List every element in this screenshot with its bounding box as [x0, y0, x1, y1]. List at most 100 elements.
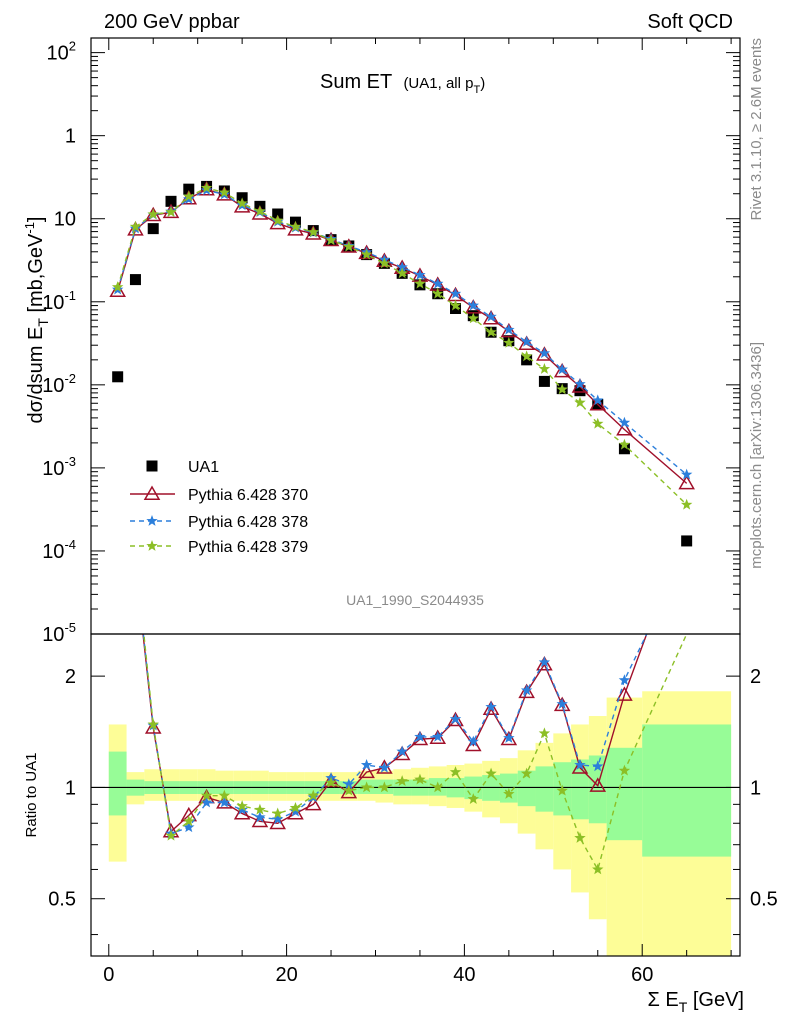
- ratio-point-pythia-6-428-378: [449, 713, 462, 724]
- ratio-point-pythia-6-428-379: [307, 789, 319, 801]
- ratio-point-pythia-6-428-370: [589, 777, 607, 792]
- ratio-point-pythia-6-428-379: [520, 767, 533, 779]
- main-point-pythia-6-428-378: [414, 269, 426, 280]
- main-point-pythia-6-428-379: [520, 350, 533, 362]
- legend-entry-pythia-6-428-370: Pythia 6.428 370: [130, 485, 308, 504]
- ratio-point-pythia-6-428-378: [556, 698, 568, 709]
- legend-label-pythia-6-428-370: Pythia 6.428 370: [188, 487, 308, 504]
- legend-label-pythia-6-428-379: Pythia 6.428 379: [188, 539, 308, 556]
- ratio-point-pythia-6-428-378: [343, 778, 355, 790]
- main-point-pythia-6-428-379: [680, 498, 693, 510]
- main-y-axis-label-sub: T: [35, 318, 51, 327]
- main-point-pythia-6-428-370: [304, 225, 322, 240]
- main-point-pythia-6-428-378: [556, 363, 568, 375]
- main-point-pythia-6-428-370: [376, 252, 393, 267]
- main-point-pythia-6-428-370: [536, 346, 553, 361]
- main-point-pythia-6-428-379: [503, 336, 515, 348]
- ratio-point-pythia-6-428-379: [592, 863, 604, 875]
- main-point-pythia-6-428-378: [538, 347, 551, 359]
- main-point-pythia-6-428-370: [553, 362, 571, 378]
- ratio-point-pythia-6-428-379: [325, 776, 337, 788]
- ratio-y-tick-label-right: 2: [750, 666, 761, 688]
- ratio-point-pythia-6-428-379: [130, 547, 141, 558]
- ratio-point-pythia-6-428-370: [411, 730, 429, 746]
- ratio-point-pythia-6-428-379: [432, 781, 444, 793]
- ratio-point-pythia-6-428-370: [144, 719, 162, 734]
- ratio-point-pythia-6-428-370: [322, 772, 340, 788]
- main-point-ua1: [147, 223, 159, 235]
- main-point-pythia-6-428-379: [396, 267, 408, 279]
- x-axis-label-sub: T: [679, 999, 688, 1015]
- ratio-point-pythia-6-428-379: [360, 781, 373, 793]
- main-point-pythia-6-428-379: [129, 220, 142, 232]
- ratio-point-pythia-6-428-379: [289, 801, 302, 813]
- main-point-pythia-6-428-370: [678, 474, 695, 490]
- x-tick-label: 40: [453, 964, 475, 986]
- main-y-tick-label: 1: [65, 126, 76, 148]
- ratio-point-pythia-6-428-379: [147, 718, 159, 730]
- ratio-point-pythia-6-428-370: [536, 656, 553, 671]
- main-point-ua1: [574, 385, 586, 397]
- main-title: Sum ET (UA1, all pT): [320, 71, 485, 96]
- ratio-point-pythia-6-428-379: [254, 803, 266, 815]
- ratio-point-pythia-6-428-379: [165, 829, 177, 841]
- x-axis-label: Σ ET [GeV]: [647, 989, 744, 1015]
- main-subtitle-end: ): [480, 75, 485, 92]
- ratio-point-pythia-6-428-379: [236, 800, 248, 811]
- ratio-point-pythia-6-428-378: [396, 745, 408, 757]
- ratio-line-pythia-6-428-370: [142, 634, 648, 833]
- header-right: Soft QCD: [647, 11, 733, 33]
- main-y-tick-label: 10-1: [42, 288, 76, 314]
- main-point-pythia-6-428-370: [500, 322, 518, 338]
- main-y-tick-label: 10-3: [42, 454, 76, 480]
- legend-label-ua1: UA1: [188, 459, 219, 476]
- ratio-point-pythia-6-428-378: [183, 821, 195, 833]
- main-point-ua1: [183, 183, 195, 195]
- ratio-point-pythia-6-428-379: [449, 766, 462, 777]
- ratio-inner-band: [642, 724, 732, 857]
- main-point-pythia-6-428-370: [571, 378, 589, 393]
- legend-label-pythia-6-428-378: Pythia 6.428 378: [188, 514, 308, 531]
- main-y-axis-label-unit: [mb,GeV: [25, 233, 47, 318]
- ratio-point-pythia-6-428-370: [304, 795, 322, 811]
- ratio-point-pythia-6-428-370: [358, 763, 375, 779]
- x-tick-label: 0: [103, 964, 114, 986]
- main-y-tick-label: 10-2: [42, 371, 76, 397]
- main-point-ua1: [165, 195, 177, 207]
- ratio-point-pythia-6-428-370: [340, 783, 358, 799]
- main-point-pythia-6-428-379: [147, 208, 159, 220]
- main-point-ua1: [272, 208, 284, 220]
- ratio-point-pythia-6-428-378: [360, 758, 373, 770]
- main-point-pythia-6-428-379: [485, 326, 497, 338]
- main-point-pythia-6-428-378: [432, 277, 444, 289]
- ratio-inner-band: [571, 759, 589, 820]
- main-point-pythia-6-428-379: [289, 220, 302, 232]
- ratio-point-pythia-6-428-378: [271, 813, 284, 825]
- ratio-point-pythia-6-428-378: [592, 760, 604, 772]
- ratio-point-pythia-6-428-370: [464, 736, 482, 752]
- ratio-point-pythia-6-428-370: [128, 558, 142, 570]
- ratio-point-pythia-6-428-378: [467, 735, 479, 747]
- main-point-pythia-6-428-379: [618, 438, 631, 450]
- main-point-pythia-6-428-379: [271, 214, 284, 226]
- ratio-point-pythia-6-428-370: [447, 711, 464, 727]
- ratio-point-pythia-6-428-379: [503, 787, 515, 799]
- main-line-pythia-6-428-370: [117, 188, 688, 484]
- main-point-pythia-6-428-379: [538, 363, 551, 374]
- ratio-point-pythia-6-428-379: [574, 831, 586, 843]
- ratio-point-pythia-6-428-378: [218, 796, 231, 808]
- main-point-pythia-6-428-370: [482, 309, 500, 325]
- main-point-pythia-6-428-379: [414, 277, 426, 289]
- ratio-point-pythia-6-428-378: [236, 803, 248, 815]
- ratio-point-pythia-6-428-378: [574, 758, 586, 770]
- ratio-point-pythia-6-428-370: [251, 812, 269, 828]
- main-point-pythia-6-428-370: [109, 282, 126, 297]
- ratio-point-pythia-6-428-378: [432, 730, 444, 742]
- main-point-pythia-6-428-379: [254, 205, 266, 217]
- ratio-point-pythia-6-428-370: [233, 805, 251, 820]
- legend-entry-pythia-6-428-378: Pythia 6.428 378: [130, 514, 308, 531]
- ratio-point-pythia-6-428-379: [271, 807, 284, 819]
- main-point-ua1: [538, 375, 550, 387]
- ratio-point-pythia-6-428-370: [393, 745, 411, 761]
